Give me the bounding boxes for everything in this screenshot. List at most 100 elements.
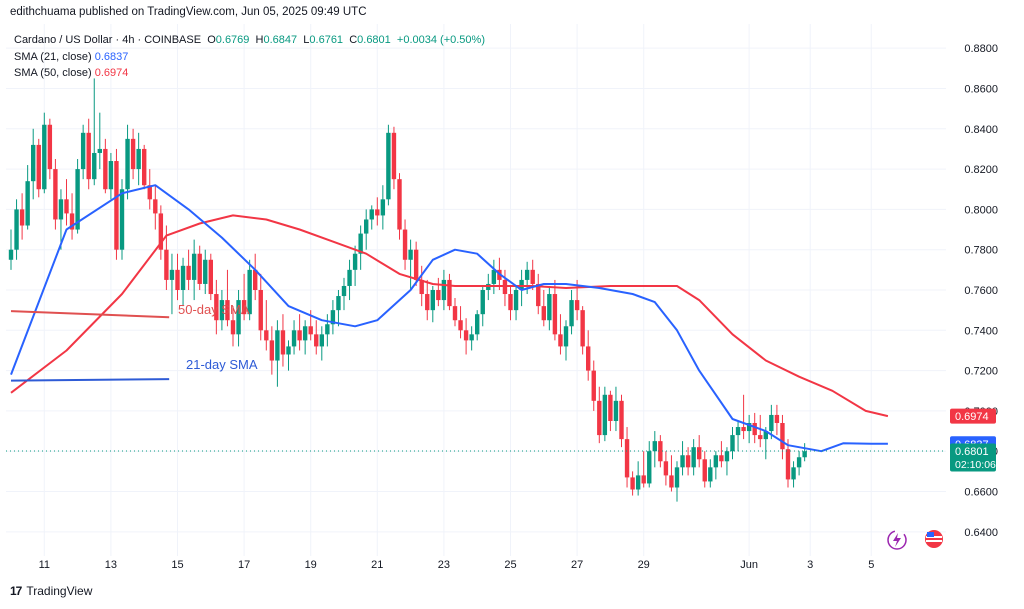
badge-bg — [950, 408, 996, 424]
candle-body — [702, 459, 707, 482]
candle — [624, 427, 630, 488]
symbol-title: Cardano / US Dollar · 4h · COINBASE — [14, 34, 202, 46]
candle-body — [735, 427, 741, 436]
candle-body — [225, 300, 230, 321]
candle-body — [769, 414, 774, 432]
candle-body — [413, 249, 419, 280]
candle-body — [697, 447, 702, 460]
candle-body — [652, 441, 657, 452]
candle-body — [69, 213, 75, 230]
candle — [325, 314, 330, 347]
candle — [130, 128, 136, 180]
candle — [80, 124, 86, 180]
candle-body — [247, 269, 252, 315]
candle — [180, 257, 186, 307]
candle — [635, 461, 641, 496]
candle-body — [358, 233, 363, 254]
candle — [142, 144, 147, 190]
candle — [674, 461, 680, 502]
candle-body — [241, 300, 247, 315]
y-tick-label: 0.8200 — [964, 164, 998, 176]
candle — [352, 245, 358, 286]
candle-body — [802, 451, 807, 458]
tradingview-logo[interactable]: 17 TradingView — [10, 584, 92, 598]
candle — [225, 269, 230, 327]
candle — [791, 461, 796, 488]
candle-body — [114, 161, 119, 250]
candle — [685, 447, 691, 476]
candle — [558, 314, 563, 355]
sma21-annotation-line — [10, 378, 170, 382]
candle-body — [352, 253, 358, 270]
candle — [264, 300, 269, 351]
candle — [64, 179, 69, 226]
sma21-row[interactable]: SMA (21, close) 0.6837 — [14, 49, 485, 66]
candle — [8, 229, 14, 270]
candle-body — [475, 314, 480, 335]
candle — [519, 269, 524, 307]
candle — [269, 326, 275, 375]
x-tick-label: 23 — [438, 559, 450, 571]
x-tick-label: 27 — [571, 559, 583, 571]
candle-body — [236, 300, 241, 335]
candle — [630, 471, 635, 496]
countdown-label: 02:10:06 — [955, 459, 996, 471]
candle — [602, 386, 608, 442]
candle-body — [441, 279, 447, 301]
candle — [247, 259, 252, 321]
y-tick-label: 0.6400 — [964, 527, 998, 539]
candle — [341, 277, 347, 311]
candle — [203, 249, 208, 295]
candle — [397, 173, 402, 240]
candle — [447, 273, 452, 311]
sma50-price-badge: 0.6974 — [950, 408, 996, 424]
candle — [475, 310, 480, 341]
candle-body — [97, 148, 102, 153]
symbol-row[interactable]: Cardano / US Dollar · 4h · COINBASE O0.6… — [14, 32, 485, 49]
candle — [25, 165, 30, 230]
candle — [613, 386, 619, 432]
candle-body — [663, 461, 669, 476]
candle — [114, 148, 119, 260]
candle — [469, 326, 474, 351]
candle-body — [674, 467, 680, 488]
candle — [513, 285, 519, 321]
sma50-value: 0.6974 — [94, 67, 129, 79]
candle-body — [269, 340, 275, 361]
candle-body — [746, 423, 752, 432]
candle — [175, 253, 180, 301]
candle-body — [724, 451, 730, 462]
candle — [108, 152, 114, 200]
candle-body — [169, 269, 175, 280]
candle — [186, 249, 191, 290]
candle-body — [536, 283, 541, 307]
candle-body — [125, 138, 130, 190]
candle-body — [774, 414, 780, 423]
candle-body — [580, 310, 585, 347]
sma50-row[interactable]: SMA (50, close) 0.6974 — [14, 65, 485, 82]
candle-body — [347, 269, 352, 286]
candle-body — [641, 475, 646, 484]
candle — [608, 390, 613, 432]
candle-body — [574, 300, 580, 311]
candle-body — [375, 209, 380, 216]
candle-body — [713, 455, 719, 468]
publisher-line: edithchuama published on TradingView.com… — [10, 6, 367, 18]
candle-body — [752, 423, 757, 436]
candle-body — [780, 423, 785, 450]
candle-body — [314, 334, 319, 347]
tradingview-logo-icon: 17 — [10, 584, 22, 598]
candle — [669, 455, 674, 492]
candle — [236, 290, 241, 347]
candle-body — [31, 144, 36, 182]
candle — [663, 451, 669, 486]
candle — [591, 360, 596, 411]
candle — [680, 441, 685, 476]
candle-body — [669, 475, 674, 488]
x-tick-label: 13 — [105, 559, 117, 571]
candle — [530, 259, 535, 290]
badge-value: 0.6801 — [955, 446, 989, 458]
sma21-value: 0.6837 — [94, 50, 129, 63]
candle — [297, 314, 302, 351]
